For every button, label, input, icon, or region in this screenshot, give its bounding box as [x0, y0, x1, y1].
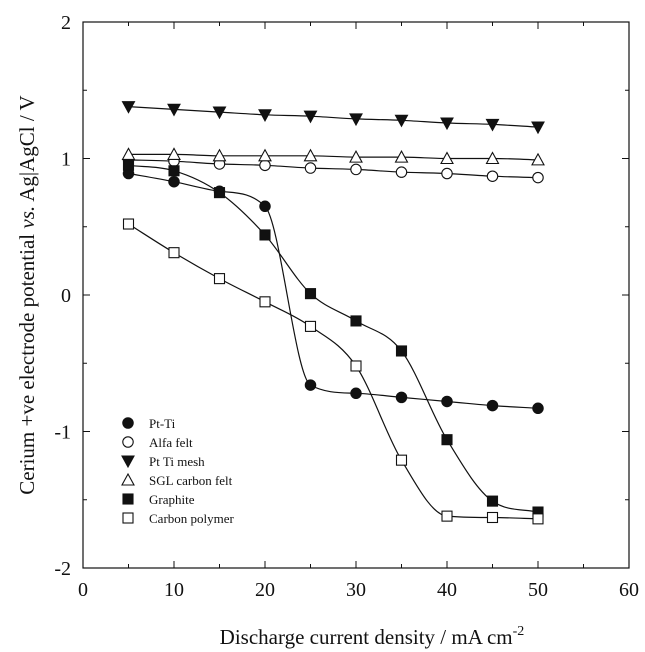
data-point-sgl-carbon-felt: [531, 152, 545, 166]
series-line-alfa-felt: [128, 159, 539, 179]
data-point-pt-ti-mesh: [440, 117, 454, 131]
data-point-pt-ti-mesh: [531, 121, 545, 135]
data-point-pt-ti: [168, 175, 180, 188]
x-tick-label: 60: [619, 579, 639, 601]
data-point-graphite: [486, 495, 499, 507]
data-point-pt-ti-mesh: [167, 103, 181, 117]
data-point-pt-ti-mesh: [349, 113, 363, 127]
data-point-carbon-polymer: [259, 296, 271, 308]
y-tick-label: 2: [61, 12, 71, 34]
data-point-graphite: [213, 187, 226, 199]
y-tick-label: -2: [54, 558, 71, 580]
data-point-sgl-carbon-felt: [440, 151, 454, 165]
data-point-alfa-felt: [259, 159, 271, 172]
data-point-graphite: [122, 159, 135, 171]
data-point-alfa-felt: [395, 166, 408, 178]
series-line-graphite: [128, 164, 539, 513]
data-point-alfa-felt: [304, 162, 317, 174]
data-point-carbon-polymer: [213, 273, 226, 285]
legend-label-alfa-felt: Alfa felt: [149, 435, 193, 450]
data-point-carbon-polymer: [441, 510, 453, 522]
x-tick-label: 30: [346, 579, 366, 601]
data-point-graphite: [168, 165, 180, 177]
x-tick-label: 50: [528, 579, 548, 601]
series-curves: [128, 106, 539, 520]
series-line-pt-ti-mesh: [128, 106, 539, 128]
data-point-graphite: [304, 288, 317, 300]
data-point-pt-ti: [350, 387, 362, 400]
data-point-sgl-carbon-felt: [121, 147, 136, 160]
data-point-pt-ti: [486, 399, 499, 412]
data-point-pt-ti: [395, 391, 408, 404]
data-point-alfa-felt: [532, 171, 544, 184]
data-point-alfa-felt: [486, 170, 499, 182]
data-point-pt-ti: [441, 395, 453, 408]
data-point-graphite: [395, 345, 408, 357]
series-markers: [121, 101, 545, 525]
series-line-sgl-carbon-felt: [128, 153, 539, 161]
axis-ticks: 0 10 20 30 40 50 60 -2 -1 0 1 2: [54, 12, 639, 601]
data-point-sgl-carbon-felt: [485, 151, 500, 165]
data-point-pt-ti-mesh: [258, 109, 272, 122]
data-point-sgl-carbon-felt: [167, 147, 181, 160]
data-point-pt-ti: [304, 379, 317, 391]
series-line-carbon-polymer: [128, 223, 539, 520]
legend-marker-pt-ti-mesh: [121, 455, 135, 469]
series-line-pt-ti: [128, 172, 539, 409]
data-point-carbon-polymer: [350, 360, 362, 372]
data-point-carbon-polymer: [395, 454, 408, 466]
data-point-sgl-carbon-felt: [303, 148, 318, 162]
legend-marker-alfa-felt: [122, 436, 134, 448]
data-point-carbon-polymer: [486, 511, 499, 524]
data-point-pt-ti-mesh: [485, 118, 500, 132]
data-point-graphite: [259, 229, 271, 241]
y-tick-label: 0: [61, 285, 71, 307]
data-point-sgl-carbon-felt: [349, 149, 363, 163]
y-tick-label: 1: [61, 149, 71, 171]
data-point-graphite: [441, 434, 453, 446]
x-tick-label: 0: [78, 579, 88, 601]
legend-marker-carbon-polymer: [122, 512, 134, 524]
data-point-sgl-carbon-felt: [258, 148, 272, 162]
y-tick-label: -1: [54, 422, 71, 444]
data-point-pt-ti: [532, 402, 544, 415]
legend-label-graphite: Graphite: [149, 492, 195, 507]
legend-marker-graphite: [122, 493, 134, 505]
data-point-graphite: [350, 315, 362, 327]
data-point-pt-ti-mesh: [121, 101, 136, 114]
data-point-sgl-carbon-felt: [212, 148, 227, 162]
data-point-carbon-polymer: [168, 247, 180, 259]
x-tick-label: 20: [255, 579, 275, 601]
data-point-pt-ti-mesh: [303, 110, 318, 124]
legend-label-pt-ti-mesh: Pt Ti mesh: [149, 454, 205, 469]
data-point-alfa-felt: [441, 167, 453, 180]
x-tick-label: 40: [437, 579, 457, 601]
y-axis-title: Cerium +ve electrode potential vs. Ag|Ag…: [15, 95, 39, 494]
data-point-carbon-polymer: [532, 513, 544, 525]
data-point-alfa-felt: [350, 163, 362, 176]
data-point-pt-ti-mesh: [212, 106, 227, 120]
data-point-pt-ti-mesh: [394, 114, 409, 128]
data-point-sgl-carbon-felt: [394, 149, 409, 163]
data-point-carbon-polymer: [122, 218, 135, 230]
legend-marker-pt-ti: [122, 417, 134, 429]
data-point-carbon-polymer: [304, 320, 317, 332]
legend-label-carbon-polymer: Carbon polymer: [149, 511, 235, 526]
legend-label-pt-ti: Pt-Ti: [149, 416, 176, 431]
legend: Pt-Ti Alfa felt Pt Ti mesh SGL carbon felt G…: [121, 416, 235, 526]
x-axis-title: Discharge current density / mA cm-2: [220, 624, 525, 649]
x-tick-label: 10: [164, 579, 184, 601]
data-point-pt-ti: [259, 200, 271, 213]
legend-label-sgl-carbon-felt: SGL carbon felt: [149, 473, 233, 488]
legend-marker-sgl-carbon-felt: [121, 472, 135, 486]
